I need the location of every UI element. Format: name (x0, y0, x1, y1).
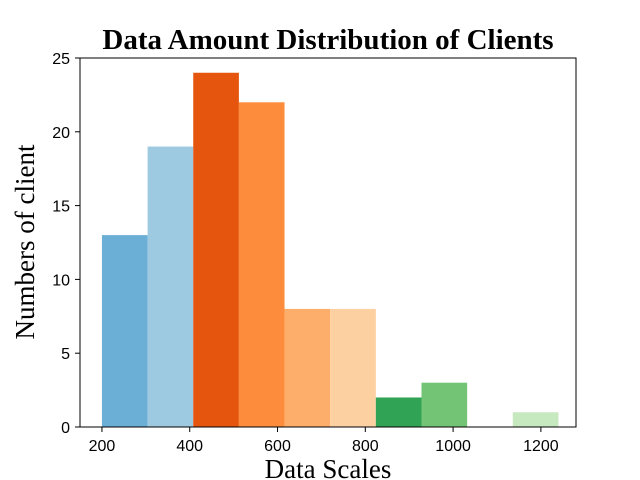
bar-10 (512, 412, 559, 427)
x-tick-label-3: 800 (352, 438, 379, 455)
bar-4 (238, 102, 285, 427)
plot-frame (79, 57, 577, 428)
bar-2 (147, 146, 194, 427)
bar-1 (101, 235, 148, 427)
y-axis-ticks: 0 5 10 15 20 25 (52, 51, 80, 437)
bar-8 (421, 382, 468, 427)
chart-title: Data Amount Distribution of Clients (102, 24, 553, 56)
x-tick-label-4: 1000 (435, 438, 471, 455)
x-axis-label: Data Scales (265, 454, 392, 480)
y-axis-label: Numbers of client (10, 144, 40, 339)
bar-6 (330, 308, 376, 427)
y-tick-label-4: 20 (52, 125, 70, 142)
bar-7 (375, 397, 422, 427)
bars-group (101, 72, 559, 427)
bar-5 (284, 308, 331, 427)
y-tick-label-5: 25 (52, 51, 70, 68)
y-tick-label-2: 10 (52, 272, 70, 289)
x-tick-label-0: 200 (89, 438, 116, 455)
x-axis-ticks: 200 400 600 800 1000 1200 (89, 427, 559, 455)
y-tick-label-0: 0 (61, 420, 70, 437)
y-tick-label-3: 15 (52, 199, 70, 216)
y-tick-label-1: 5 (61, 346, 70, 363)
x-tick-label-2: 600 (264, 438, 291, 455)
x-tick-label-1: 400 (176, 438, 203, 455)
bar-3 (193, 72, 239, 427)
x-tick-label-5: 1200 (523, 438, 559, 455)
